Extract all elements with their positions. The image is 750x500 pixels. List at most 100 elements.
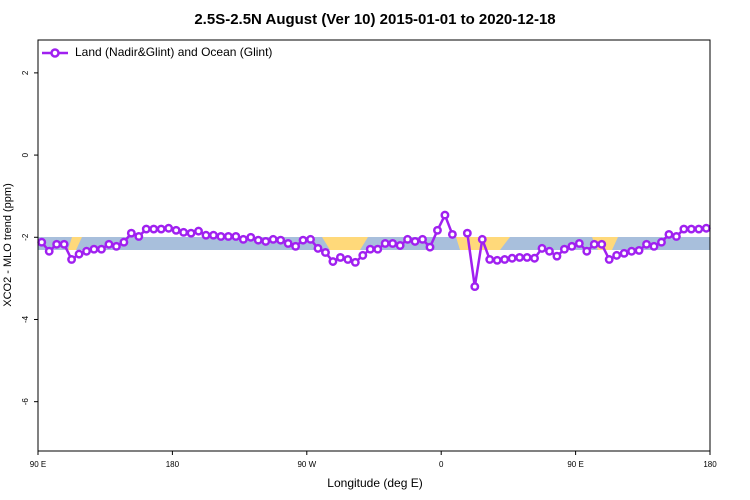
data-point xyxy=(604,255,614,264)
data-point xyxy=(141,224,151,234)
data-point xyxy=(619,248,629,258)
data-point xyxy=(477,234,487,244)
data-point xyxy=(201,230,211,240)
data-point xyxy=(350,257,360,267)
data-point xyxy=(223,232,233,241)
land-patch xyxy=(322,237,368,250)
data-point xyxy=(37,237,47,247)
data-point xyxy=(537,243,547,253)
x-tick-label: 90 E xyxy=(567,460,583,469)
data-point xyxy=(194,226,203,236)
data-point xyxy=(567,241,577,251)
data-point xyxy=(552,251,562,261)
data-point xyxy=(171,225,181,235)
data-point xyxy=(403,234,413,244)
x-tick-label: 90 W xyxy=(297,460,316,469)
x-tick-label: 180 xyxy=(166,460,180,469)
data-point xyxy=(134,232,144,241)
data-point xyxy=(238,234,248,244)
data-point xyxy=(582,246,592,256)
data-point xyxy=(425,242,435,252)
data-point xyxy=(321,248,330,257)
data-point xyxy=(410,236,420,246)
data-point xyxy=(418,234,427,244)
data-point xyxy=(126,228,136,238)
data-point xyxy=(164,223,174,233)
data-point xyxy=(209,230,218,240)
data-point xyxy=(440,210,450,220)
data-point xyxy=(97,244,106,254)
data-point xyxy=(44,246,54,256)
data-point xyxy=(559,244,569,254)
data-point xyxy=(395,241,405,250)
data-point xyxy=(612,250,622,260)
data-point xyxy=(530,253,539,263)
data-point xyxy=(335,252,345,262)
chart-title: 2.5S-2.5N August (Ver 10) 2015-01-01 to … xyxy=(194,11,555,28)
data-point xyxy=(306,234,315,244)
data-point xyxy=(261,236,271,246)
data-point xyxy=(642,239,651,249)
data-point xyxy=(82,246,91,256)
data-point xyxy=(388,238,398,248)
plot-frame xyxy=(37,39,711,452)
data-point xyxy=(156,224,166,234)
data-point xyxy=(276,235,286,245)
data-point xyxy=(59,239,69,249)
data-point xyxy=(485,255,495,264)
data-point xyxy=(179,227,189,237)
data-point xyxy=(328,257,338,266)
y-tick-label: -2 xyxy=(21,233,30,241)
data-point xyxy=(686,224,696,234)
data-point xyxy=(664,229,674,239)
data-point xyxy=(111,241,121,251)
data-point xyxy=(313,243,323,253)
data-point xyxy=(679,224,689,234)
data-point xyxy=(216,232,226,241)
data-point xyxy=(231,232,241,241)
data-point xyxy=(433,225,442,235)
data-point xyxy=(119,237,129,247)
data-point xyxy=(343,255,353,264)
data-point xyxy=(515,252,525,262)
data-point xyxy=(649,241,659,251)
data-point xyxy=(627,246,637,256)
data-point xyxy=(283,238,293,248)
data-point xyxy=(298,235,308,245)
legend-marker xyxy=(50,48,60,58)
data-point xyxy=(52,239,62,249)
data-point xyxy=(500,255,510,264)
data-point xyxy=(246,232,256,242)
x-tick-label: 90 E xyxy=(30,460,46,469)
data-point xyxy=(589,239,599,249)
data-point xyxy=(365,244,375,254)
land-patch xyxy=(68,237,82,250)
data-point xyxy=(574,238,584,248)
y-tick-label: -6 xyxy=(21,398,30,406)
data-point xyxy=(701,223,711,233)
data-point xyxy=(462,228,472,238)
data-point xyxy=(149,224,159,234)
data-point xyxy=(358,250,368,260)
data-point xyxy=(67,255,77,264)
data-point xyxy=(492,255,502,265)
data-point xyxy=(470,282,480,292)
legend-label: Land (Nadir&Glint) and Ocean (Glint) xyxy=(75,45,272,59)
x-tick-label: 180 xyxy=(703,460,717,469)
y-tick-label: 2 xyxy=(21,70,30,75)
data-point xyxy=(634,245,644,255)
data-point xyxy=(89,244,99,254)
x-tick-label: 0 xyxy=(439,460,444,469)
data-point xyxy=(671,232,681,241)
data-point xyxy=(104,239,114,249)
y-tick-label: -4 xyxy=(21,315,30,323)
data-point xyxy=(253,235,263,245)
data-point xyxy=(507,253,517,263)
data-point xyxy=(380,238,390,248)
data-point xyxy=(447,229,457,239)
data-point xyxy=(74,249,84,259)
data-point xyxy=(597,239,607,249)
y-tick-label: 0 xyxy=(21,152,30,157)
data-point xyxy=(268,234,278,244)
